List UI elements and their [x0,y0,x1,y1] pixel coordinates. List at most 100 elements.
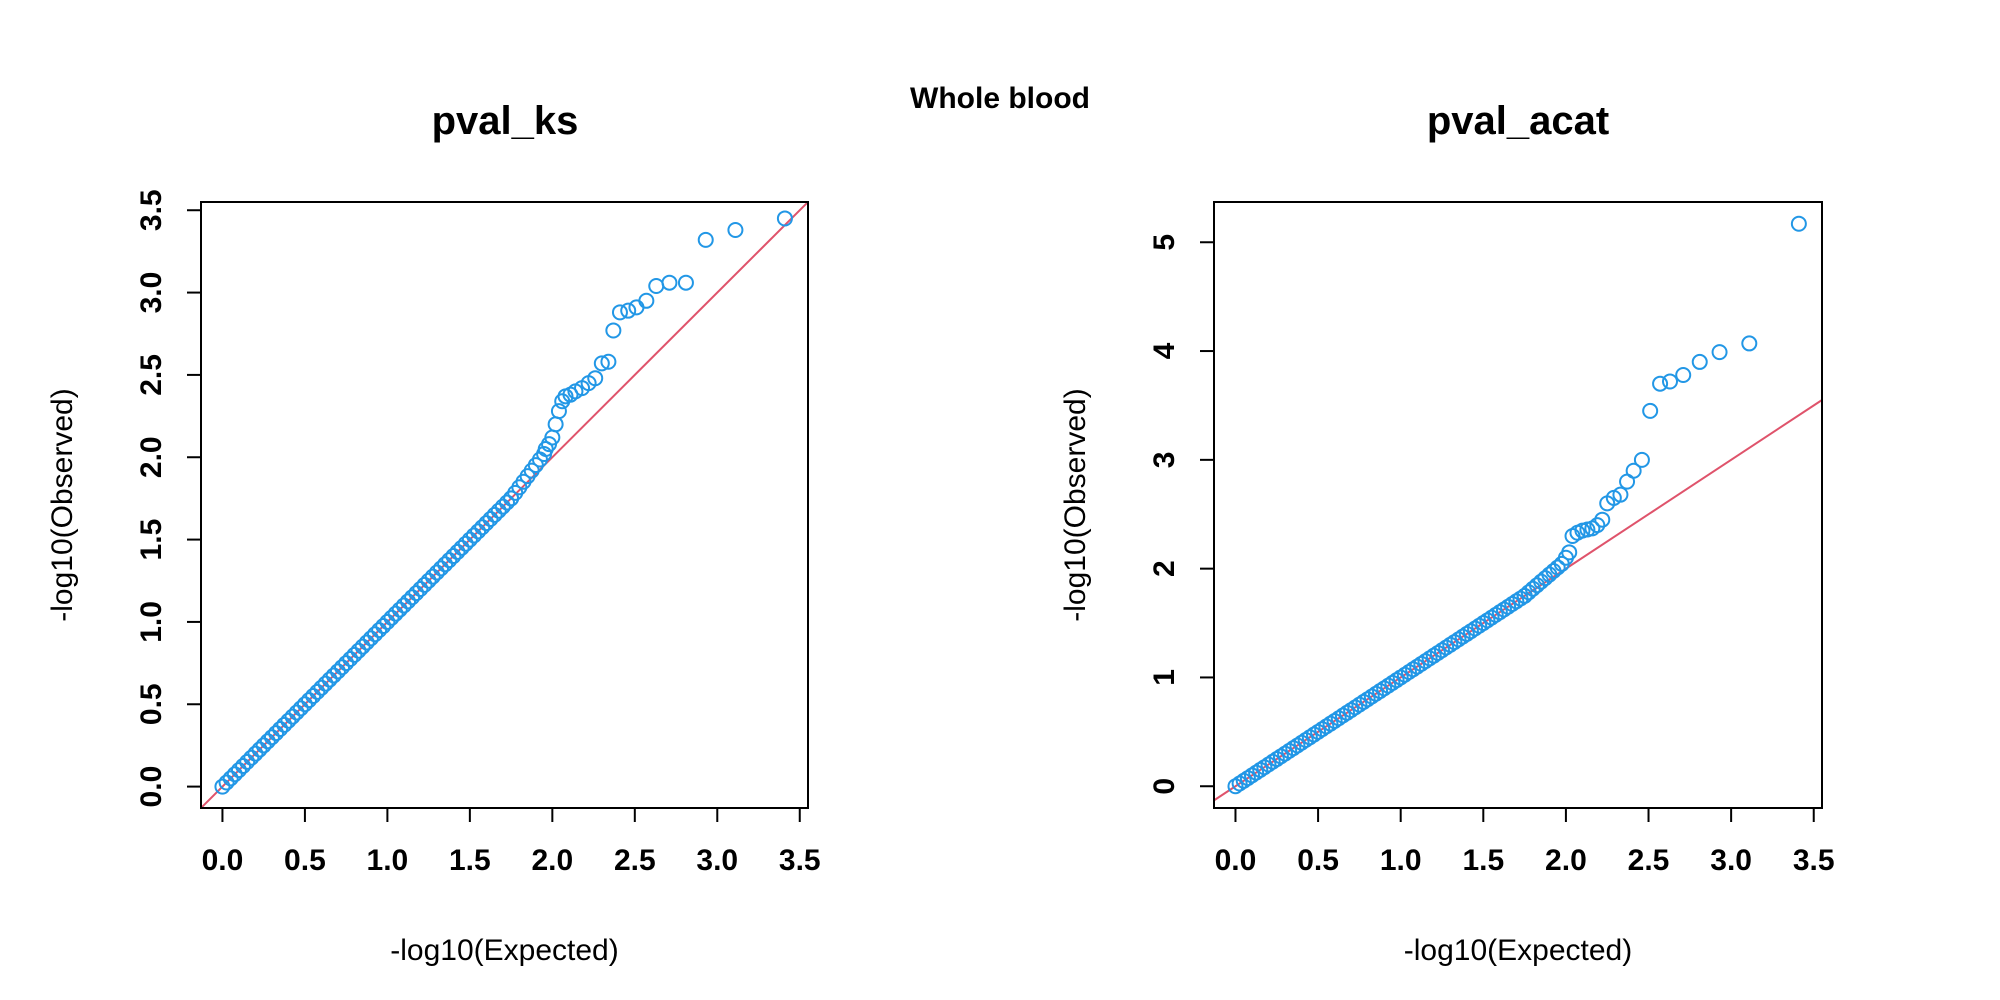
data-point [1549,559,1566,576]
data-point [1281,742,1298,759]
data-point [296,696,313,713]
data-point [1561,544,1578,561]
data-point [1413,655,1430,672]
data-point [1339,704,1355,721]
data-point [1388,672,1405,689]
data-point [1272,748,1289,765]
data-point [325,667,342,684]
data-point [272,720,289,737]
data-point [1314,721,1331,738]
data-point [449,543,466,560]
data-point [1711,344,1728,361]
data-point [470,523,487,540]
data-point [638,292,655,309]
data-point [1487,606,1504,623]
data-point [1372,683,1389,700]
y-tick-label: 1 [1148,669,1181,686]
data-point [412,580,429,597]
y-tick-label: 0 [1148,778,1181,795]
data-point [247,745,264,762]
data-point [416,576,433,593]
data-point [313,679,330,696]
data-point [1244,767,1260,784]
y-tick-label: 3.0 [135,272,168,314]
data-point [371,622,388,639]
x-tick-label: 0.0 [202,844,244,877]
data-point [490,502,507,519]
data-point [605,322,622,339]
data-point [1252,761,1269,778]
x-tick-label: 1.5 [449,844,491,877]
data-point [445,548,462,565]
data-point [474,519,491,536]
data-point [1231,775,1248,792]
data-point [441,552,458,569]
data-point [1442,636,1459,653]
data-point [1438,639,1455,656]
data-point [1483,609,1500,626]
data-point [235,758,252,775]
data-point [1343,702,1360,719]
panel-title: pval_acat [1427,99,1609,143]
data-point [1293,734,1310,751]
data-point [1260,756,1277,773]
data-point [1330,710,1347,727]
data-point [727,221,744,238]
data-point [611,304,628,321]
data-point [1454,628,1471,645]
y-tick-label: 2.0 [135,436,168,478]
data-point [547,416,564,433]
data-point [379,613,396,630]
x-tick-label: 0.5 [284,844,326,877]
data-point [1446,634,1463,651]
data-point [437,556,454,573]
data-point [276,716,293,733]
data-point [697,231,714,248]
data-point [387,605,404,622]
data-point [301,692,318,709]
data-point [1380,677,1397,694]
y-tick-label: 3 [1148,452,1181,469]
data-point [1268,751,1285,768]
y-tick-label: 3.5 [135,189,168,231]
data-point [1285,740,1302,757]
data-point [628,299,645,316]
x-tick-label: 1.0 [1380,844,1422,877]
data-point [395,597,412,614]
x-tick-label: 3.5 [779,844,821,877]
data-point [284,708,301,725]
data-point [482,510,499,527]
data-point [362,630,379,647]
data-point [1239,770,1256,787]
x-tick-label: 2.0 [1545,844,1587,877]
data-point [1491,604,1508,621]
data-point [1347,699,1364,716]
data-point [358,634,375,651]
y-tick-label: 5 [1148,234,1181,251]
data-point [383,609,400,626]
data-point [1355,693,1372,710]
x-tick-label: 3.0 [696,844,738,877]
data-point [1625,462,1642,479]
data-point [593,355,610,372]
data-point [776,210,793,227]
data-point [268,725,285,742]
y-axis-title: -log10(Observed) [46,388,79,621]
data-point [1425,647,1442,664]
data-point [367,626,384,643]
data-point [494,498,511,515]
plot-frame [1213,201,1823,809]
data-point [432,560,449,577]
data-point [1277,745,1294,762]
data-point [1318,718,1335,735]
panel-title: pval_ks [432,99,579,143]
x-tick-label: 2.0 [531,844,573,877]
data-point [350,642,367,659]
data-point [1264,753,1281,770]
y-tick-label: 1.5 [135,519,168,561]
data-point [1248,764,1265,781]
data-point [424,568,441,585]
data-point [1675,366,1692,383]
data-point [1396,666,1413,683]
